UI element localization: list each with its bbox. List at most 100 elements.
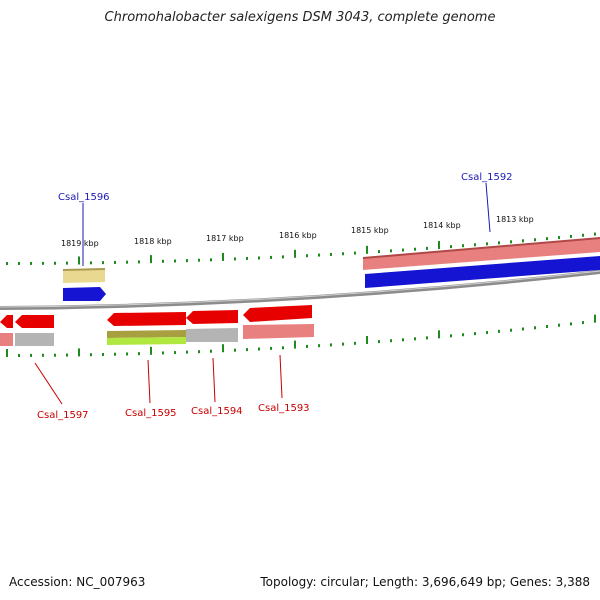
callout-line-csal-1594 [212,357,216,403]
minor-tick [138,352,140,356]
major-tick [6,348,8,357]
major-tick [222,344,224,353]
pseudo-feature-csal-1597 [15,333,54,346]
feature-csal-1596[interactable] [62,268,106,301]
minor-tick [246,348,248,352]
minor-tick [126,260,128,264]
minor-tick [534,326,536,330]
minor-tick [126,352,128,356]
feature-csal-1592[interactable] [362,237,600,288]
minor-tick [582,321,584,325]
callout-line-csal-1593 [279,354,283,399]
gene-label-csal-1593[interactable]: Csal_1593 [258,403,310,414]
minor-tick [498,329,500,333]
feature-csal-1595[interactable] [107,312,186,345]
minor-tick [270,346,272,350]
minor-tick [450,334,452,338]
minor-tick [354,251,356,255]
gene-label-csal-1594[interactable]: Csal_1594 [191,406,243,417]
minor-tick [306,254,308,258]
minor-tick [18,261,20,265]
cds-reverse-csal-1597 [15,315,54,328]
minor-tick [174,351,176,355]
genome-backbone [0,270,600,310]
major-tick [150,346,152,355]
minor-tick [390,339,392,343]
minor-tick [66,353,68,357]
gene-feature-edge-csal-1592 [362,237,600,259]
major-tick [438,330,440,339]
minor-tick [378,250,380,254]
feature-csal-1593[interactable] [243,305,314,339]
cds-forward-csal-1592 [365,256,600,288]
pseudo-feature-csal-1594 [186,328,238,342]
minor-tick [378,340,380,344]
minor-tick [330,343,332,347]
major-tick [78,256,80,265]
minor-tick [282,346,284,350]
minor-tick [162,259,164,263]
minor-tick [42,353,44,357]
gene-label-csal-1597[interactable]: Csal_1597 [37,410,89,421]
feature-csal-1597[interactable] [0,315,54,346]
minor-tick [594,232,596,236]
gene-feature-csal-1595 [107,330,186,338]
gene-feature-lime-csal-1595 [107,337,186,345]
minor-tick [546,325,548,329]
feature-csal-1594[interactable] [186,310,238,342]
minor-tick [258,256,260,260]
gene-feature-edge-csal-1597 [0,333,13,346]
major-tick [222,252,224,261]
minor-tick [114,352,116,356]
minor-tick [54,353,56,357]
minor-tick [510,240,512,244]
minor-tick [330,252,332,256]
tick-label-1815: 1815 kbp [351,226,389,235]
minor-tick [198,258,200,262]
minor-tick [354,341,356,345]
major-tick [150,255,152,264]
cds-reverse-edge-csal-1597 [0,315,13,328]
minor-tick [6,261,8,265]
minor-tick [102,261,104,265]
gene-label-csal-1595[interactable]: Csal_1595 [125,408,177,419]
minor-tick [522,327,524,331]
minor-tick [498,241,500,245]
minor-tick [570,322,572,326]
minor-tick [414,247,416,251]
minor-tick [258,347,260,351]
tick-label-1819: 1819 kbp [61,239,99,248]
minor-tick [342,252,344,256]
cds-reverse-csal-1594 [186,310,238,324]
minor-tick [90,261,92,265]
minor-tick [66,261,68,265]
callout-line-csal-1595 [147,359,151,404]
tick-label-1818: 1818 kbp [134,237,172,246]
minor-tick [138,260,140,264]
gene-label-csal-1592[interactable]: Csal_1592 [461,172,513,183]
minor-tick [186,350,188,354]
minor-tick [234,348,236,352]
gene-feature-csal-1596 [63,269,105,283]
minor-tick [174,259,176,263]
minor-tick [198,350,200,354]
gene-label-csal-1596[interactable]: Csal_1596 [58,192,110,203]
minor-tick [522,239,524,243]
minor-tick [582,233,584,237]
major-tick [366,245,368,254]
minor-tick [210,258,212,262]
minor-tick [558,236,560,240]
minor-tick [18,353,20,357]
minor-tick [42,261,44,265]
minor-tick [30,261,32,265]
minor-tick [426,246,428,250]
minor-tick [570,234,572,238]
tick-label-1816: 1816 kbp [279,231,317,240]
minor-tick [462,244,464,248]
minor-tick [318,253,320,257]
callout-line-csal-1597 [34,362,63,405]
minor-tick [558,323,560,327]
minor-tick [162,351,164,355]
genome-backbone-highlight [0,270,600,308]
